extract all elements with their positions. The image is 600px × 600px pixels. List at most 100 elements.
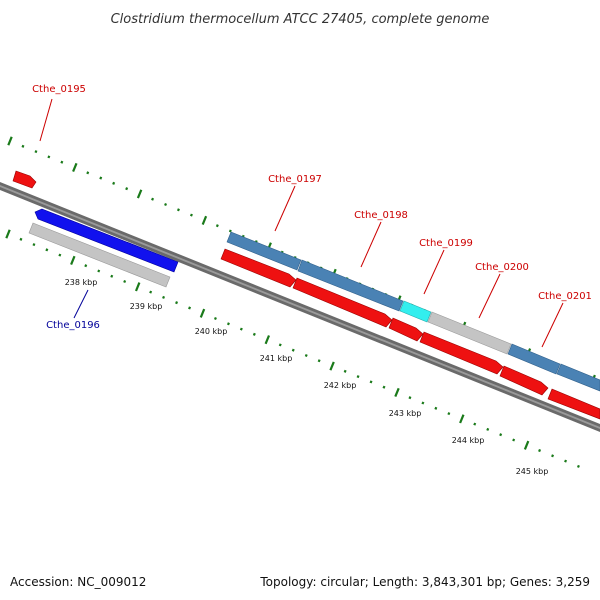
- forward-gene-track: [12, 170, 600, 392]
- label-cthe-0195[interactable]: Cthe_0195: [32, 84, 86, 95]
- label-cthe-0196[interactable]: Cthe_0196: [46, 320, 100, 331]
- accession-text: Accession: NC_009012: [10, 575, 146, 589]
- scale-tick: [523, 440, 530, 450]
- scale-dot: [215, 224, 219, 228]
- scale-dot: [408, 396, 412, 400]
- scale-dot: [149, 290, 153, 294]
- scale-dot: [112, 181, 116, 185]
- scale-dot: [304, 353, 308, 358]
- scale-dot: [486, 427, 490, 431]
- label-cthe-0199[interactable]: Cthe_0199: [419, 238, 473, 249]
- scale-label-245: 245 kbp: [516, 467, 549, 476]
- scale-labels: 238 kbp 239 kbp 240 kbp 241 kbp 242 kbp …: [65, 278, 549, 476]
- scale-dot: [291, 348, 295, 352]
- gene-cthe-0201[interactable]: [556, 363, 600, 392]
- scale-tick: [329, 361, 335, 371]
- scale-dot: [382, 385, 386, 389]
- scale-tick: [199, 308, 206, 318]
- gene-cthe-0199[interactable]: [399, 300, 432, 323]
- scale-dot: [369, 380, 373, 384]
- scale-dot: [343, 369, 347, 373]
- scale-dot: [19, 237, 23, 241]
- scale-tick: [7, 136, 13, 146]
- callout-cthe-0201: [541, 302, 564, 348]
- callout-cthe-0197: [274, 185, 296, 232]
- scale-dot: [58, 253, 62, 257]
- scale-tick: [459, 414, 465, 424]
- gene-red-6[interactable]: [547, 388, 600, 420]
- scale-dot: [84, 264, 88, 268]
- scale-label-242: 242 kbp: [324, 381, 357, 390]
- scale-dot: [473, 422, 477, 426]
- gene-red-5[interactable]: [499, 365, 549, 396]
- scale-dot: [447, 412, 451, 416]
- gene-cthe-0196[interactable]: [34, 208, 179, 273]
- scale-dot: [317, 359, 321, 363]
- callout-lines: [39, 98, 564, 348]
- label-cthe-0201[interactable]: Cthe_0201: [538, 291, 592, 302]
- scale-dot: [226, 322, 230, 326]
- scale-label-241: 241 kbp: [260, 354, 293, 363]
- scale-dot: [213, 316, 217, 321]
- scale-label-243: 243 kbp: [389, 409, 422, 418]
- scale-dot: [176, 208, 180, 212]
- scale-dot: [576, 464, 580, 468]
- scale-dot: [551, 454, 555, 458]
- label-cthe-0200[interactable]: Cthe_0200: [475, 262, 529, 273]
- callout-cthe-0200: [478, 273, 501, 319]
- map-title: Clostridium thermocellum ATCC 27405, com…: [111, 12, 490, 27]
- scale-tick: [136, 189, 143, 199]
- callout-cthe-0196: [73, 289, 89, 319]
- label-cthe-0197[interactable]: Cthe_0197: [268, 174, 322, 185]
- gene-cthe-0198[interactable]: [297, 259, 404, 312]
- gene-cthe-0200b[interactable]: [507, 343, 561, 375]
- scale-dot: [60, 160, 64, 164]
- scale-dot: [278, 343, 282, 347]
- callout-cthe-0199: [423, 249, 445, 295]
- scale-dot: [34, 150, 38, 154]
- scale-dot: [99, 176, 103, 180]
- scale-dot: [32, 243, 36, 247]
- gene-cthe-0200[interactable]: [427, 311, 512, 355]
- scale-dot: [110, 274, 114, 278]
- gene-red-1[interactable]: [220, 248, 297, 288]
- scale-label-238: 238 kbp: [65, 278, 98, 287]
- scale-tick: [5, 229, 11, 239]
- scale-dot: [175, 301, 179, 305]
- scale-dot: [189, 213, 193, 217]
- scale-dot: [512, 438, 516, 442]
- scale-dot: [421, 401, 425, 405]
- gene-red-2[interactable]: [292, 277, 393, 328]
- scale-dot: [564, 459, 568, 463]
- lower-scale-track: [5, 229, 580, 468]
- scale-tick: [70, 255, 76, 266]
- genome-backbone: [0, 182, 600, 432]
- scale-dot: [434, 406, 438, 410]
- scale-dot: [151, 197, 155, 201]
- scale-tick: [264, 335, 271, 345]
- scale-dot: [86, 171, 90, 175]
- scale-dot: [45, 248, 49, 252]
- gene-gray-left[interactable]: [28, 222, 171, 288]
- genome-summary-text: Topology: circular; Length: 3,843,301 bp…: [259, 575, 590, 589]
- gene-cthe-0197[interactable]: [226, 231, 302, 271]
- gene-red-4[interactable]: [419, 331, 504, 375]
- gene-cthe-0195[interactable]: [12, 170, 37, 189]
- scale-dot: [47, 155, 51, 159]
- reverse-gene-track: [28, 222, 600, 420]
- scale-dot: [252, 332, 256, 336]
- gene-red-3[interactable]: [388, 317, 424, 342]
- scale-dot: [188, 306, 192, 310]
- scale-dot: [499, 433, 503, 437]
- callout-cthe-0198: [360, 221, 382, 268]
- scale-tick: [72, 162, 78, 173]
- gene-labels: Cthe_0195 Cthe_0196 Cthe_0197 Cthe_0198 …: [32, 84, 592, 331]
- scale-tick: [201, 215, 208, 226]
- label-cthe-0198[interactable]: Cthe_0198: [354, 210, 408, 221]
- scale-dot: [239, 327, 243, 331]
- scale-dot: [538, 448, 542, 453]
- scale-tick: [134, 282, 141, 292]
- scale-tick: [394, 387, 400, 398]
- scale-dot: [162, 295, 166, 299]
